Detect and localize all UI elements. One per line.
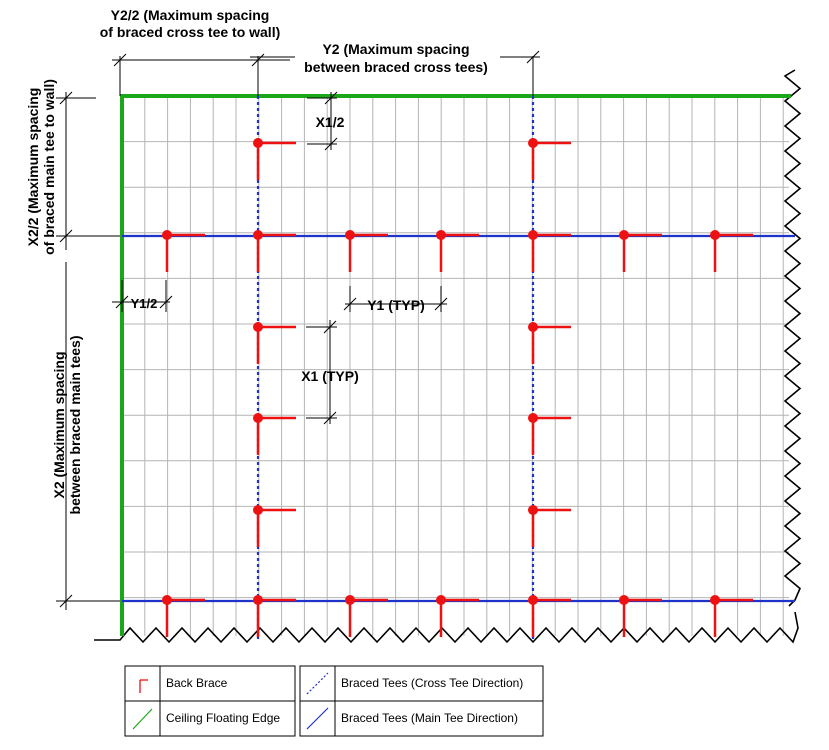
dimension-lines bbox=[56, 50, 540, 610]
right-break-line bbox=[783, 69, 802, 607]
y2-half-label-line1: Y2/2 (Maximum spacing bbox=[111, 7, 270, 23]
x1-half-label: X1/2 bbox=[316, 114, 345, 130]
y2-label-line2: between braced cross tees) bbox=[304, 59, 488, 75]
brace-node bbox=[436, 230, 446, 240]
brace-node bbox=[162, 595, 172, 605]
brace-node bbox=[528, 322, 538, 332]
back-brace bbox=[528, 595, 571, 637]
x2-half-label-line1: X2/2 (Maximum spacing bbox=[25, 88, 41, 247]
brace-node bbox=[528, 505, 538, 515]
back-brace bbox=[528, 138, 571, 180]
back-brace bbox=[528, 413, 571, 455]
brace-node bbox=[528, 138, 538, 148]
brace-node bbox=[253, 505, 263, 515]
back-brace bbox=[619, 230, 662, 272]
brace-node bbox=[162, 230, 172, 240]
back-brace bbox=[528, 230, 571, 272]
ceiling-grid bbox=[122, 96, 789, 636]
brace-node bbox=[345, 595, 355, 605]
brace-node bbox=[528, 595, 538, 605]
back-brace bbox=[436, 230, 479, 272]
back-braces bbox=[162, 138, 753, 637]
back-brace bbox=[253, 595, 296, 637]
legend-back-brace-label: Back Brace bbox=[166, 676, 228, 690]
legend-cross-tee-label: Braced Tees (Cross Tee Direction) bbox=[341, 676, 523, 690]
brace-node bbox=[345, 230, 355, 240]
brace-node bbox=[253, 595, 263, 605]
x2-label-line2: between braced main tees) bbox=[67, 336, 83, 515]
brace-node bbox=[710, 230, 720, 240]
brace-node bbox=[619, 595, 629, 605]
back-brace bbox=[162, 230, 205, 272]
legend-floating-edge-label: Ceiling Floating Edge bbox=[166, 711, 280, 725]
back-brace bbox=[253, 505, 296, 547]
back-brace-legend-symbol bbox=[139, 679, 148, 693]
back-brace bbox=[436, 595, 479, 637]
y1-half-label: Y1/2 bbox=[131, 296, 158, 311]
cross-tee-legend-symbol bbox=[306, 672, 329, 695]
x2-half-label-line2: of braced main tee to wall) bbox=[41, 79, 57, 255]
back-brace bbox=[345, 230, 388, 272]
back-brace bbox=[619, 595, 662, 637]
brace-node bbox=[436, 595, 446, 605]
back-brace bbox=[162, 595, 205, 637]
back-brace bbox=[710, 230, 753, 272]
brace-node bbox=[528, 230, 538, 240]
back-brace bbox=[253, 230, 296, 272]
y1-typ-label: Y1 (TYP) bbox=[367, 297, 425, 313]
x1-typ-label: X1 (TYP) bbox=[301, 368, 359, 384]
brace-node bbox=[253, 413, 263, 423]
bottom-break-line bbox=[94, 611, 799, 644]
brace-node bbox=[253, 230, 263, 240]
y2-label-line1: Y2 (Maximum spacing bbox=[322, 41, 469, 57]
brace-node bbox=[253, 322, 263, 332]
back-brace bbox=[253, 413, 296, 455]
floating-edge-legend-symbol bbox=[132, 708, 153, 730]
back-brace bbox=[345, 595, 388, 637]
back-brace bbox=[528, 505, 571, 547]
brace-node bbox=[528, 413, 538, 423]
main-tee-legend-symbol bbox=[306, 707, 329, 730]
y2-half-label-line2: of braced cross tee to wall) bbox=[100, 24, 281, 40]
back-brace bbox=[528, 322, 571, 364]
brace-node bbox=[710, 595, 720, 605]
back-brace bbox=[710, 595, 753, 637]
legend: Back Brace Ceiling Floating Edge Braced … bbox=[124, 665, 544, 737]
brace-node bbox=[619, 230, 629, 240]
back-brace bbox=[253, 322, 296, 364]
brace-node bbox=[253, 138, 263, 148]
legend-main-tee-label: Braced Tees (Main Tee Direction) bbox=[341, 711, 518, 725]
back-brace bbox=[253, 138, 296, 180]
x2-label-line1: X2 (Maximum spacing bbox=[51, 351, 67, 498]
